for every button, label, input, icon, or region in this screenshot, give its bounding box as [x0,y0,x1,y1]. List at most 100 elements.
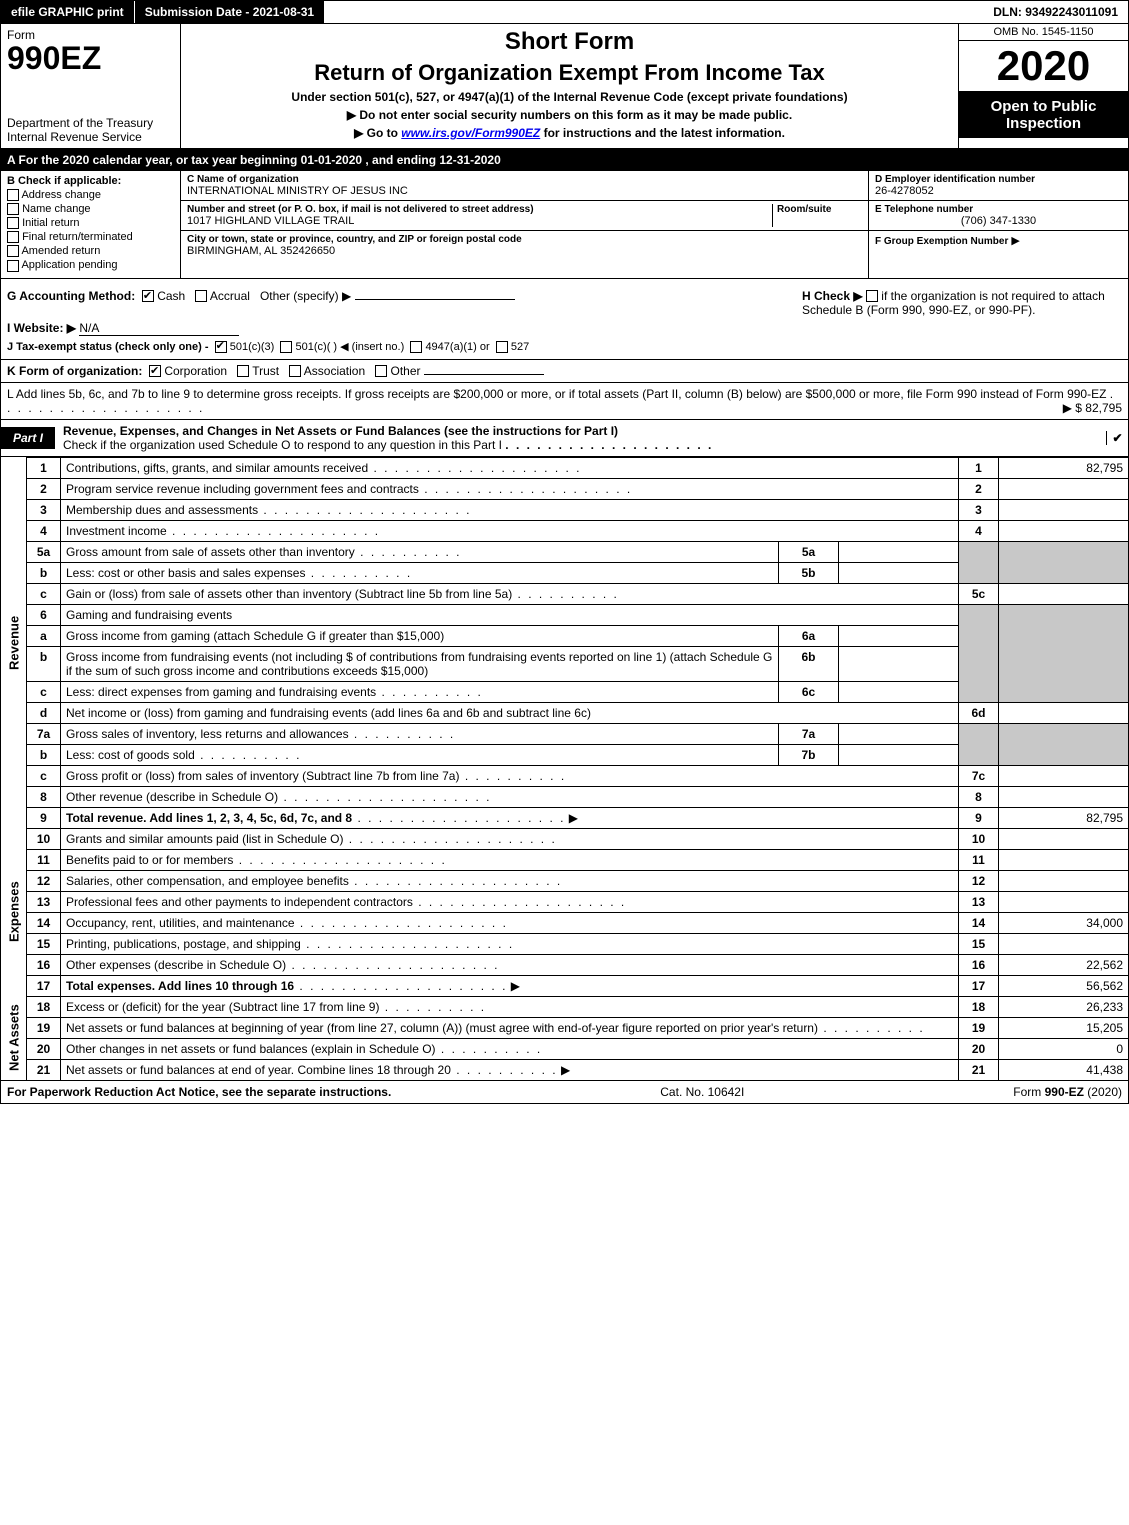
f-group-label: F Group Exemption Number [875,236,1008,247]
chk-accrual[interactable] [195,290,207,302]
ln-2-desc: Program service revenue including govern… [66,482,419,496]
line-l: L Add lines 5b, 6c, and 7b to line 9 to … [0,383,1129,420]
ln-14-ref: 14 [959,912,999,933]
line-i: I Website: ▶ N/A [7,321,1122,336]
ln-6a-desc: Gross income from gaming (attach Schedul… [61,625,779,646]
ln-14-amt: 34,000 [999,912,1129,933]
ln-6d-desc: Net income or (loss) from gaming and fun… [61,702,959,723]
chk-initial-return[interactable]: Initial return [7,217,174,229]
ln-3-desc: Membership dues and assessments [66,503,258,517]
part-1-header: Part I Revenue, Expenses, and Changes in… [0,420,1129,457]
revenue-section-label: Revenue [1,457,27,828]
ln-11-desc: Benefits paid to or for members [66,853,233,867]
line-j: J Tax-exempt status (check only one) - 5… [7,340,1122,353]
ln-3-num: 3 [27,499,61,520]
ln-6c-num: c [27,681,61,702]
ln-9-amt: 82,795 [999,807,1129,828]
org-street: 1017 HIGHLAND VILLAGE TRAIL [187,215,772,227]
ln-16-ref: 16 [959,954,999,975]
chk-cash[interactable] [142,290,154,302]
ln-6c-mini-val [839,681,959,702]
chk-501c3[interactable] [215,341,227,353]
ln-6c-desc: Less: direct expenses from gaming and fu… [66,685,376,699]
ln-5b-desc: Less: cost or other basis and sales expe… [66,566,305,580]
line-k: K Form of organization: Corporation Trus… [0,360,1129,383]
dept-treasury: Department of the Treasury [7,116,174,130]
ln-6-num: 6 [27,604,61,625]
efile-print-button[interactable]: efile GRAPHIC print [1,1,135,23]
chk-4947[interactable] [410,341,422,353]
ln-19-desc: Net assets or fund balances at beginning… [66,1021,818,1035]
ln-18-num: 18 [27,996,61,1017]
chk-application-pending[interactable]: Application pending [7,259,174,271]
ln-13-amt [999,891,1129,912]
ln-20-num: 20 [27,1038,61,1059]
ln-10-amt [999,828,1129,849]
ln-1-ref: 1 [959,457,999,478]
form-number: 990EZ [7,42,174,74]
part-1-check[interactable]: ✔ [1106,431,1128,445]
chk-association[interactable] [289,365,301,377]
ln-4-desc: Investment income [66,524,167,538]
ln-19-num: 19 [27,1017,61,1038]
ln-12-desc: Salaries, other compensation, and employ… [66,874,349,888]
chk-address-change[interactable]: Address change [7,189,174,201]
ln-11-ref: 11 [959,849,999,870]
ln-6a-mini-val [839,625,959,646]
ln-7c-ref: 7c [959,765,999,786]
ln-13-num: 13 [27,891,61,912]
part-1-title: Revenue, Expenses, and Changes in Net As… [63,424,618,438]
part-1-table: Revenue 1 Contributions, gifts, grants, … [0,457,1129,1081]
ln-21-num: 21 [27,1059,61,1080]
ln-15-ref: 15 [959,933,999,954]
ln-8-amt [999,786,1129,807]
ln-16-desc: Other expenses (describe in Schedule O) [66,958,286,972]
ln-7b-mini: 7b [779,744,839,765]
c-room-label: Room/suite [777,204,862,215]
ln-5a-desc: Gross amount from sale of assets other t… [66,545,355,559]
box-b-label: B Check if applicable: [7,175,174,187]
f-arrow-icon: ▶ [1011,235,1019,247]
footer-catno: Cat. No. 10642I [660,1085,744,1099]
chk-trust[interactable] [237,365,249,377]
org-city: BIRMINGHAM, AL 352426650 [187,245,862,257]
chk-corporation[interactable] [149,365,161,377]
irs-link[interactable]: www.irs.gov/Form990EZ [401,126,540,140]
ln-5a-mini-val [839,541,959,562]
warning-ssn: ▶ Do not enter social security numbers o… [189,108,950,122]
ln-3-amt [999,499,1129,520]
chk-527[interactable] [496,341,508,353]
ln-8-ref: 8 [959,786,999,807]
ln-2-ref: 2 [959,478,999,499]
ln-6a-mini: 6a [779,625,839,646]
c-street-label: Number and street (or P. O. box, if mail… [187,204,772,215]
ln-5c-num: c [27,583,61,604]
org-name: INTERNATIONAL MINISTRY OF JESUS INC [187,185,862,197]
ln-2-num: 2 [27,478,61,499]
e-phone-value: (706) 347-1330 [875,215,1122,227]
dln-label: DLN: 93492243011091 [983,1,1128,23]
tax-year: 2020 [959,41,1128,92]
chk-amended-return[interactable]: Amended return [7,245,174,257]
chk-501c[interactable] [280,341,292,353]
ln-5c-desc: Gain or (loss) from sale of assets other… [66,587,512,601]
row-a-period: A For the 2020 calendar year, or tax yea… [0,149,1129,171]
ln-18-amt: 26,233 [999,996,1129,1017]
chk-final-return[interactable]: Final return/terminated [7,231,174,243]
footer-paperwork: For Paperwork Reduction Act Notice, see … [7,1085,391,1099]
ln-9-num: 9 [27,807,61,828]
ln-12-ref: 12 [959,870,999,891]
chk-name-change[interactable]: Name change [7,203,174,215]
ln-7a-mini: 7a [779,723,839,744]
chk-h[interactable] [866,290,878,302]
ln-10-num: 10 [27,828,61,849]
submission-date-button[interactable]: Submission Date - 2021-08-31 [135,1,325,23]
ln-21-desc: Net assets or fund balances at end of ye… [66,1063,451,1077]
chk-other-org[interactable] [375,365,387,377]
box-c: C Name of organization INTERNATIONAL MIN… [181,171,868,278]
section-bcdef: B Check if applicable: Address change Na… [0,171,1129,279]
ln-13-ref: 13 [959,891,999,912]
ln-4-num: 4 [27,520,61,541]
expenses-section-label: Expenses [1,828,27,996]
ln-1-num: 1 [27,457,61,478]
